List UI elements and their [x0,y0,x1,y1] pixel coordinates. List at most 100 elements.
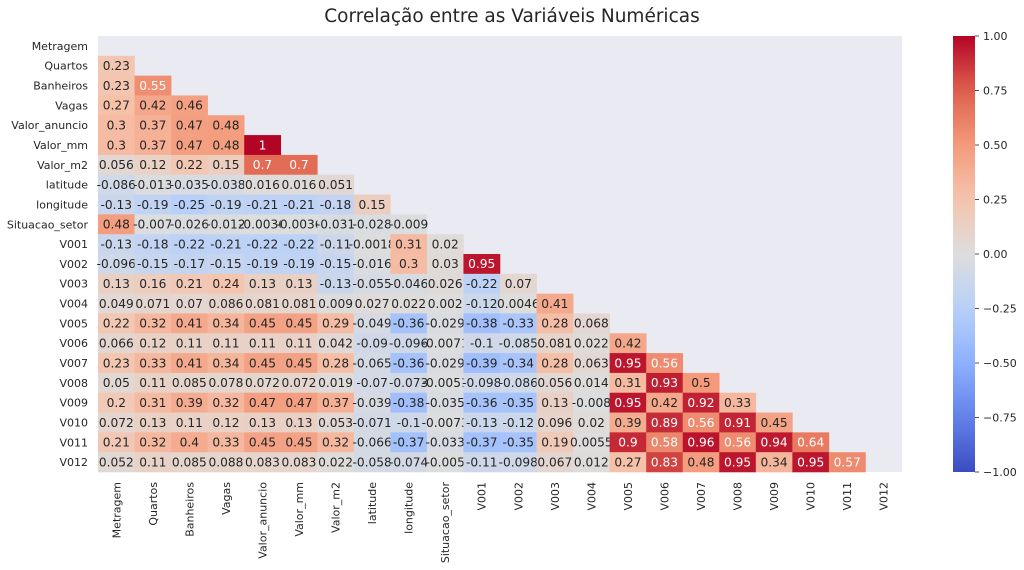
heatmap-cell [390,293,428,314]
heatmap-cell [463,273,501,294]
heatmap-cell [171,333,208,354]
y-tick-label: Banheiros [33,80,88,93]
cell-value-label: -0.09 [356,336,388,350]
heatmap-cell [573,353,610,374]
cell-value-label: 0.55 [139,79,166,93]
heatmap-cell [463,432,501,453]
x-tick-label: V006 [658,482,671,511]
cell-value-label: 0.23 [103,79,130,93]
heatmap-cell [609,372,647,394]
heatmap-cell [463,293,501,314]
heatmap-cell [500,412,537,433]
cell-value-label: 0.83 [651,455,678,469]
heatmap-cell [390,353,428,374]
heatmap-cell [426,392,464,413]
cell-value-label: 0.42 [651,396,678,410]
y-tick-label: Valor_anuncio [11,119,88,132]
cell-value-label: 0.11 [212,336,239,350]
cell-value-label: -0.1 [470,336,494,350]
heatmap-cell [98,432,135,453]
cell-value-label: -0.016 [352,257,391,271]
cell-value-label: 0.07 [505,277,532,291]
cell-value-label: 0.47 [176,118,203,132]
cell-value-label: 0.48 [212,138,239,152]
cell-value-label: -0.36 [393,356,425,370]
heatmap-cell [390,313,428,334]
heatmap-cell [463,254,501,275]
cell-value-label: 0.33 [212,436,239,450]
cell-value-label: 0.05 [103,376,130,390]
heatmap-cell [134,432,172,453]
cell-value-label: -0.031 [316,218,355,232]
cell-value-label: 0.02 [432,237,459,251]
cell-value-label: -0.096 [97,257,136,271]
colorbar [953,36,975,472]
cell-value-label: 0.15 [359,198,386,212]
cell-value-label: -0.34 [502,356,534,370]
heatmap-cell [792,452,830,473]
cell-value-label: 0.42 [139,99,166,113]
y-tick-label: V004 [59,298,88,311]
heatmap-cell [426,372,464,394]
heatmap-cell [207,135,245,156]
cell-value-label: 0.56 [724,436,751,450]
cell-value-label: 0.12 [139,336,166,350]
cell-value-label: 0.019 [318,376,353,390]
cell-value-label: -0.13 [100,237,132,251]
heatmap-cell [134,392,172,413]
colorbar-tick-label: −0.50 [983,357,1017,370]
cell-value-label: 0.009 [318,297,353,311]
cell-value-label: -0.37 [393,436,425,450]
colorbar-tick-label: −1.00 [983,466,1017,479]
heatmap-cell [719,392,757,413]
cell-value-label: -0.11 [320,237,352,251]
x-tick-label: Quartos [147,482,160,526]
cell-value-label: -0.0071 [422,336,469,350]
heatmap-cell [536,353,574,374]
cell-value-label: -0.098 [462,376,501,390]
heatmap-cell [280,214,318,235]
cell-value-label: 0.45 [285,356,312,370]
cell-value-label: -0.055 [352,277,391,291]
heatmap-cell [609,412,647,433]
heatmap-cell [98,55,135,76]
cell-value-label: -0.12 [466,297,498,311]
cell-value-label: 0.21 [176,277,203,291]
x-tick-label: latitude [366,482,379,524]
heatmap-cell [317,353,355,374]
cell-value-label: 0.24 [212,277,239,291]
cell-value-label: 0.056 [99,158,134,172]
heatmap-cell [280,333,318,354]
cell-value-label: -0.11 [466,455,498,469]
heatmap-cell [609,333,647,354]
cell-value-label: 0.0046 [497,297,540,311]
heatmap-cell [98,353,135,374]
heatmap-cell [244,333,282,354]
colorbar-tick-label: 1.00 [983,30,1008,43]
cell-value-label: -0.085 [499,336,538,350]
heatmap-cell [317,392,355,413]
heatmap-cell [353,254,391,275]
cell-value-label: -0.0051 [422,376,469,390]
heatmap-cell [98,313,135,334]
cell-value-label: 0.13 [103,277,130,291]
cell-value-label: -0.25 [174,198,206,212]
heatmap-cell [280,353,318,374]
cell-value-label: 0.28 [541,317,568,331]
heatmap-cell [646,392,684,413]
heatmap-cell [171,313,208,334]
cell-value-label: 0.016 [245,178,280,192]
cell-value-label: -0.038 [206,178,245,192]
x-tick-label: V008 [732,482,745,511]
heatmap-cell [500,432,537,453]
cell-value-label: 0.64 [797,436,824,450]
cell-value-label: 0.2 [107,396,126,410]
cell-value-label: 0.07 [176,297,203,311]
cell-value-label: 0.45 [249,356,276,370]
cell-value-label: 0.93 [651,376,678,390]
cell-value-label: -0.058 [352,455,391,469]
heatmap-cell [719,412,757,433]
cell-value-label: -0.21 [283,198,315,212]
heatmap-cell [317,293,355,314]
cell-value-label: -0.086 [97,178,136,192]
